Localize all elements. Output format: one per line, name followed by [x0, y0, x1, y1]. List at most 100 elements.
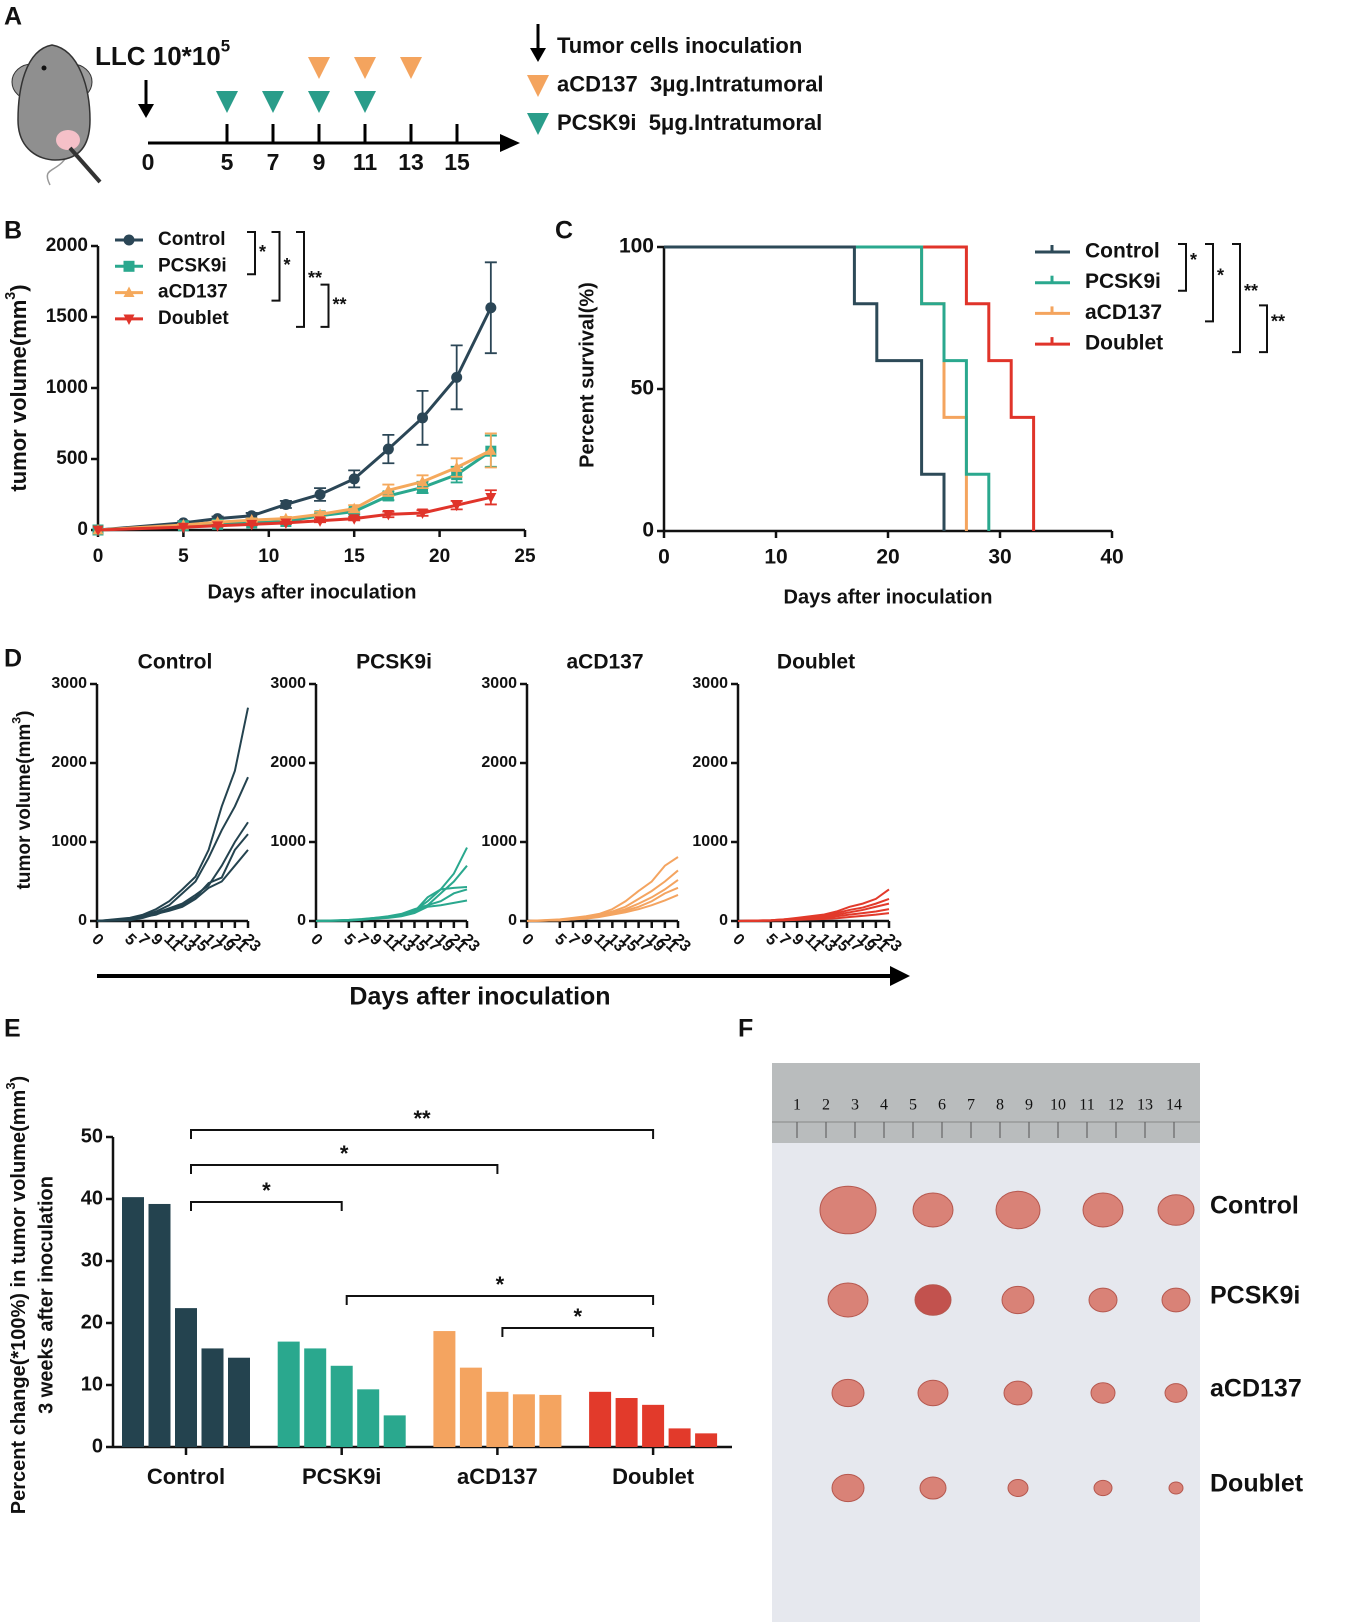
- tumor: [827, 1282, 869, 1318]
- schematic-title: LLC 10*105: [95, 37, 230, 71]
- x-tick-label: aCD137: [457, 1464, 538, 1489]
- marker: [348, 502, 360, 514]
- bar: [122, 1197, 144, 1447]
- ruler-number: 5: [909, 1097, 917, 1114]
- significance-bracket: [1232, 243, 1241, 354]
- individual-line: [96, 707, 249, 922]
- x-axis-title: Days after inoculation: [349, 983, 610, 1011]
- y-tick-label: 2000: [51, 754, 87, 771]
- group-label: aCD137: [1210, 1375, 1302, 1403]
- timeline-day-label: 9: [313, 149, 326, 175]
- subplot-title: Control: [138, 651, 213, 674]
- tumor: [1082, 1192, 1124, 1228]
- syringe: [68, 146, 102, 184]
- ruler-number: 7: [967, 1097, 975, 1114]
- tumor-photo: [772, 1063, 1200, 1622]
- marker: [382, 509, 394, 521]
- y-tick-label: 1500: [46, 306, 88, 327]
- significance-bracket: [1178, 243, 1187, 292]
- y-axis-title-part: Percent change(*100%) in tumor volume(mm: [8, 1090, 30, 1515]
- x-tick-label: 15: [344, 546, 366, 567]
- x-axis-title: Days after inoculation: [208, 581, 417, 603]
- marker: [123, 314, 135, 325]
- marker: [123, 260, 135, 272]
- ruler-number: 11: [1079, 1097, 1094, 1114]
- y-tick-label: 0: [297, 912, 306, 929]
- y-tick-label: 0: [78, 912, 87, 929]
- y-axis-title-part: 3: [10, 717, 24, 724]
- bar: [357, 1389, 380, 1447]
- marker: [451, 500, 463, 512]
- marker: [280, 518, 292, 529]
- marker: [314, 489, 326, 500]
- bar: [201, 1348, 224, 1447]
- significance-bracket: [190, 1164, 499, 1174]
- x-axis-title: Days after inoculation: [784, 586, 993, 608]
- legend-label: aCD137: [158, 282, 228, 303]
- individual-line: [96, 849, 249, 922]
- bar: [383, 1415, 406, 1447]
- significance-label: **: [308, 268, 322, 288]
- significance-label: *: [284, 255, 291, 275]
- bar: [589, 1391, 612, 1447]
- marker: [348, 514, 360, 525]
- bar: [228, 1357, 250, 1447]
- y-tick-label: 2000: [46, 235, 88, 256]
- legend-acd137-symbol: [527, 75, 549, 97]
- panel-label: D: [4, 645, 22, 673]
- tumor: [1007, 1479, 1029, 1497]
- significance-label: *: [1217, 265, 1224, 285]
- y-tick-label: 1000: [51, 833, 87, 850]
- bar: [512, 1394, 535, 1447]
- group-label: Doublet: [1210, 1470, 1304, 1498]
- panel-label: F: [738, 1015, 753, 1043]
- tumor: [995, 1190, 1041, 1230]
- marker: [246, 519, 258, 531]
- y-axis-title-part: 3: [3, 1082, 18, 1089]
- individual-line: [315, 847, 468, 922]
- timeline-day-label: 13: [398, 149, 424, 175]
- individual-line: [737, 912, 890, 922]
- schematic-legend-label: PCSK9i 5μg.Intratumoral: [557, 110, 822, 135]
- legend-label: PCSK9i: [158, 255, 227, 276]
- series-line: [97, 449, 492, 532]
- y-tick-label: 0: [642, 519, 654, 542]
- ruler-number: 1: [793, 1097, 801, 1114]
- inoculation-arrowhead: [138, 104, 154, 118]
- marker: [485, 492, 497, 504]
- legend-label: Doublet: [1085, 332, 1163, 355]
- legend-label: Control: [158, 229, 226, 250]
- bar: [330, 1365, 353, 1447]
- tumor: [917, 1379, 949, 1407]
- group-label: PCSK9i: [1210, 1282, 1300, 1310]
- legend-arrowhead: [530, 48, 546, 62]
- bar: [175, 1308, 197, 1447]
- x-tick-label: 40: [1100, 546, 1123, 569]
- legend-label: aCD137: [1085, 301, 1162, 324]
- group-label: Control: [1210, 1192, 1299, 1220]
- x-tick-label: 20: [429, 546, 450, 567]
- significance-label: **: [1244, 281, 1258, 301]
- ruler-number: 13: [1137, 1097, 1153, 1114]
- series-line: [97, 307, 493, 532]
- significance-bracket: [501, 1327, 655, 1337]
- x-tick-label: 0: [518, 931, 536, 949]
- x-tick-label: 0: [729, 931, 747, 949]
- significance-label: *: [340, 1141, 349, 1166]
- ruler-number: 10: [1050, 1097, 1066, 1114]
- y-tick-label: 1000: [270, 833, 306, 850]
- y-tick-label: 1000: [46, 377, 88, 398]
- panel-label: A: [4, 3, 22, 31]
- tumor: [1003, 1380, 1033, 1406]
- marker: [348, 473, 360, 485]
- y-tick-label: 3000: [692, 675, 728, 692]
- legend-pcsk9i-symbol: [527, 113, 549, 135]
- significance-bracket: [320, 283, 330, 328]
- x-tick-label: 0: [307, 931, 325, 949]
- marker: [280, 498, 292, 510]
- y-tick-label: 1000: [481, 833, 517, 850]
- tumor: [1168, 1481, 1184, 1495]
- tumor: [912, 1192, 954, 1228]
- y-axis-title: 3 weeks after inoculation: [35, 1176, 57, 1414]
- significance-bracket: [271, 231, 281, 302]
